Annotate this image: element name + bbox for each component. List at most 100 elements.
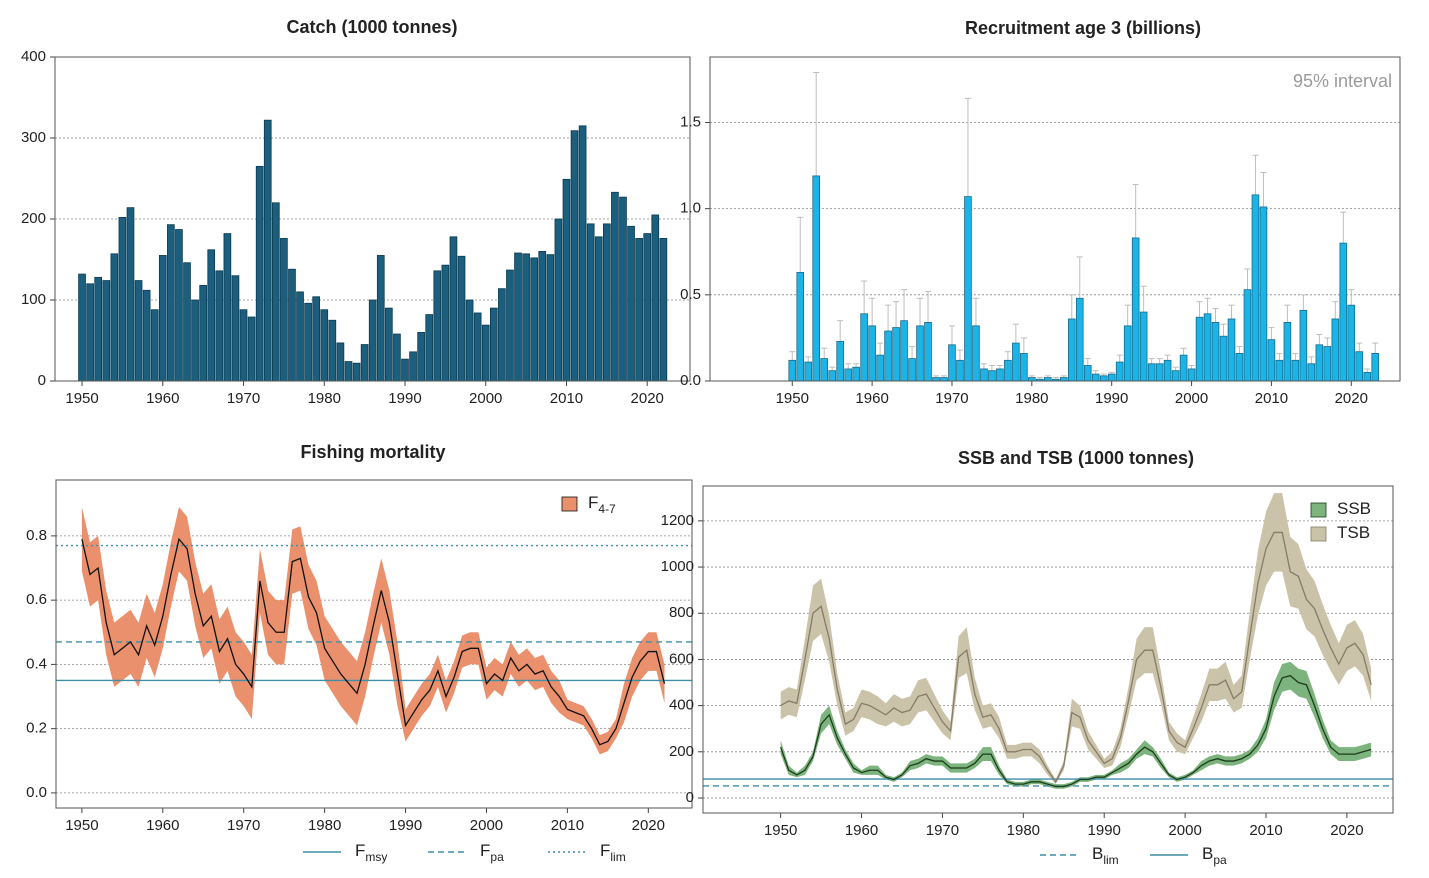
bar [368, 299, 377, 382]
legend-label-main: F [355, 841, 365, 860]
x-tick-label: 1990 [389, 817, 422, 834]
y-tick-label: 1200 [661, 512, 694, 529]
bar [828, 370, 836, 382]
legend-label-main: F [600, 841, 610, 860]
bar [191, 299, 199, 382]
bar [183, 262, 191, 382]
bar [126, 207, 135, 382]
bar [514, 252, 522, 382]
y-tick-label: 0.0 [680, 372, 701, 389]
bar [1083, 365, 1092, 382]
bar [1012, 342, 1020, 382]
legend-label-sub: msy [365, 850, 387, 864]
bar [352, 362, 361, 382]
bar [1371, 353, 1380, 382]
bar [594, 236, 603, 382]
bar [393, 333, 401, 382]
legend-label: Fmsy [355, 841, 387, 864]
bar [635, 238, 643, 382]
bar [425, 314, 434, 382]
chart-title: SSB and TSB (1000 tonnes) [958, 448, 1194, 468]
legend-label: Bpa [1202, 844, 1227, 867]
bar [142, 289, 151, 382]
y-tick-label: 0 [38, 372, 46, 389]
bar [86, 283, 94, 382]
bar [972, 325, 980, 382]
bar [996, 368, 1004, 382]
legend-label: Flim [600, 841, 626, 864]
legend-label-sub: lim [610, 850, 625, 864]
x-tick-label: 2000 [469, 390, 502, 407]
y-tick-label: 400 [21, 48, 46, 65]
bar [336, 342, 345, 382]
bar [1347, 304, 1356, 382]
bar [175, 229, 183, 382]
bar [554, 218, 563, 382]
y-tick-label: 300 [21, 129, 46, 146]
bar [562, 178, 571, 382]
bar [465, 299, 474, 382]
bar [546, 254, 555, 382]
x-tick-label: 1980 [308, 817, 341, 834]
legend-label-main: B [1202, 844, 1213, 863]
bar [868, 325, 876, 382]
bar [924, 322, 932, 382]
bar [296, 291, 304, 382]
x-tick-label: 2020 [632, 817, 665, 834]
series-line [780, 531, 1372, 784]
bar [956, 359, 964, 382]
plot-frame [702, 485, 1394, 814]
bar [538, 250, 547, 382]
bar [1235, 353, 1244, 382]
bar [320, 309, 329, 382]
bar [207, 249, 216, 382]
legend-swatch [561, 496, 578, 512]
bar [167, 224, 175, 382]
bar [1163, 359, 1172, 382]
legend-label: Fpa [480, 841, 504, 864]
bar [1339, 242, 1348, 382]
x-tick-label: 2010 [550, 390, 583, 407]
series-line [780, 674, 1372, 788]
bar [1171, 370, 1180, 382]
bar [1291, 359, 1300, 382]
legend-label-main: F [480, 841, 490, 860]
bar [247, 316, 256, 382]
x-tick-label: 1960 [146, 817, 179, 834]
bar [1099, 375, 1108, 382]
bar [506, 269, 514, 382]
legend-swatch [1310, 526, 1327, 542]
x-tick-label: 2010 [1249, 822, 1282, 839]
bar [884, 330, 892, 382]
bar [489, 307, 498, 382]
bar [988, 370, 996, 382]
y-tick-label: 800 [669, 604, 694, 621]
bar [473, 312, 482, 382]
bar [1059, 377, 1068, 382]
bar [900, 320, 908, 382]
legend-label-main: TSB [1337, 523, 1370, 542]
x-tick-label: 1950 [65, 390, 98, 407]
x-tick-label: 1990 [388, 390, 421, 407]
bar [643, 233, 652, 382]
bar [102, 280, 111, 382]
bar [401, 358, 409, 382]
bar [118, 216, 127, 382]
x-tick-label: 1970 [227, 817, 260, 834]
bar [860, 313, 868, 382]
bar [948, 344, 956, 382]
bar [360, 344, 369, 382]
x-tick-label: 1970 [935, 390, 968, 407]
y-tick-label: 0.6 [26, 591, 47, 608]
bar [1315, 344, 1324, 382]
bar [1243, 289, 1252, 382]
y-tick-label: 0.4 [26, 655, 47, 672]
bar [1267, 339, 1276, 382]
bar [312, 296, 321, 382]
x-tick-label: 2000 [1175, 390, 1208, 407]
bar [1028, 377, 1036, 382]
bar [1155, 363, 1164, 382]
x-tick-label: 2000 [470, 817, 503, 834]
bar [916, 325, 924, 382]
